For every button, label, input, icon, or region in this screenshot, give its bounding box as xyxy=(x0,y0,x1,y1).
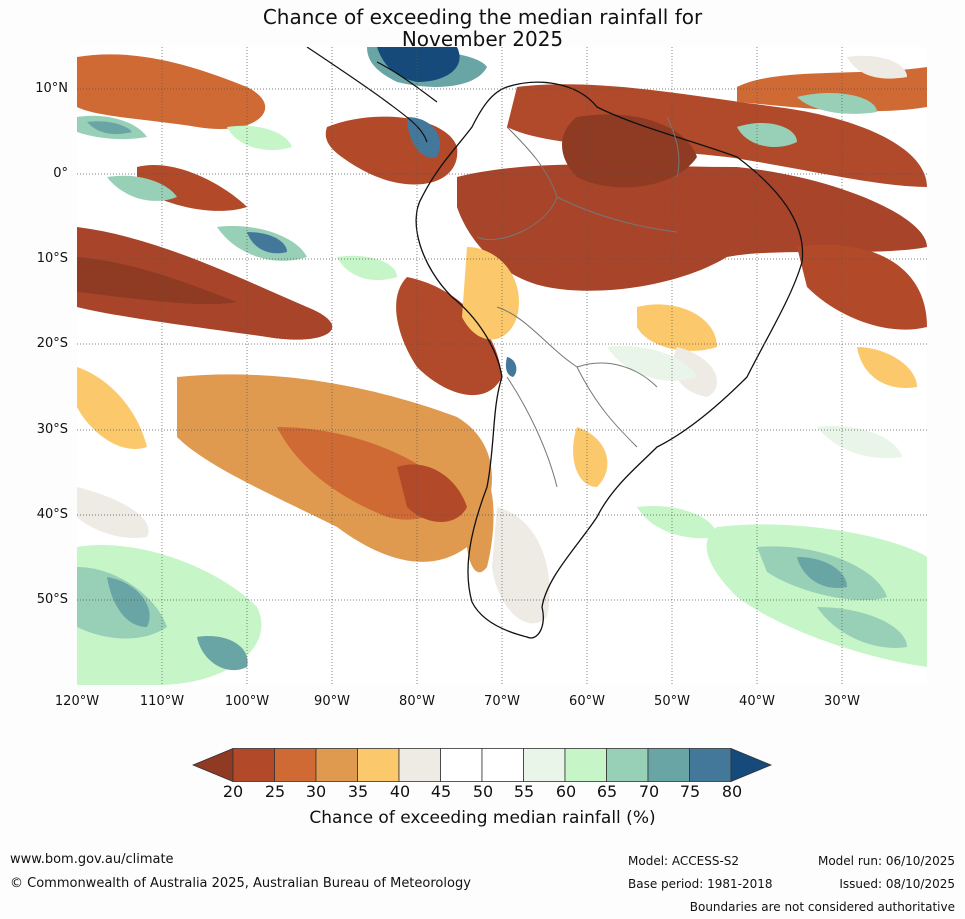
wet-anomaly-regions xyxy=(77,47,927,685)
lon-label-90w: 90°W xyxy=(314,694,350,709)
colorbar-tick-70: 70 xyxy=(638,782,660,801)
colorbar-bin xyxy=(481,748,524,782)
south-america-coastline xyxy=(415,81,804,639)
lon-label-110w: 110°W xyxy=(139,694,185,709)
lat-label-50s: 50°S xyxy=(36,592,68,607)
lon-label-120w: 120°W xyxy=(54,694,100,709)
lon-label-70w: 70°W xyxy=(484,694,520,709)
colorbar-title: Chance of exceeding median rainfall (%) xyxy=(309,808,656,828)
colorbar-bin xyxy=(564,748,607,782)
model-name: Model: ACCESS-S2 xyxy=(628,854,740,868)
lat-label-40s: 40°S xyxy=(36,507,68,522)
colorbar-bin xyxy=(357,748,400,782)
colorbar-tick-30: 30 xyxy=(305,782,327,801)
colorbar-tick-60: 60 xyxy=(555,782,577,801)
colorbar-tick-65: 65 xyxy=(596,782,618,801)
colorbar-bin xyxy=(315,748,358,782)
base-period: Base period: 1981-2018 xyxy=(628,877,773,891)
colorbar-tick-20: 20 xyxy=(222,782,244,801)
country-borders xyxy=(476,116,680,488)
colorbar-tick-75: 75 xyxy=(679,782,701,801)
rainfall-map xyxy=(77,47,927,685)
copyright-notice: © Commonwealth of Australia 2025, Austra… xyxy=(10,876,471,891)
lon-label-100w: 100°W xyxy=(224,694,270,709)
colorbar-tick-35: 35 xyxy=(347,782,369,801)
colorbar-bin xyxy=(647,748,690,782)
colorbar-tick-45: 45 xyxy=(430,782,452,801)
map-title-line1: Chance of exceeding the median rainfall … xyxy=(262,5,703,29)
colorbar-bin xyxy=(440,748,483,782)
colorbar-bin xyxy=(232,748,275,782)
lat-label-20s: 20°S xyxy=(36,336,68,351)
graticule xyxy=(77,47,927,685)
lon-label-40w: 40°W xyxy=(739,694,775,709)
colorbar-tick-80: 80 xyxy=(721,782,743,801)
issued-date: Issued: 08/10/2025 xyxy=(839,877,955,891)
bom-url[interactable]: www.bom.gov.au/climate xyxy=(10,852,174,867)
lat-label-10s: 10°S xyxy=(36,251,68,266)
colorbar-bin xyxy=(689,748,732,782)
colorbar-bin xyxy=(274,748,317,782)
lon-label-80w: 80°W xyxy=(399,694,435,709)
colorbar-tick-25: 25 xyxy=(264,782,286,801)
lat-label-30s: 30°S xyxy=(36,422,68,437)
map-canvas xyxy=(77,47,927,685)
map-title-line2: November 2025 xyxy=(401,27,564,51)
colorbar-tick-40: 40 xyxy=(389,782,411,801)
lat-label-10n: 10°N xyxy=(35,81,68,96)
colorbar-tick-50: 50 xyxy=(472,782,494,801)
colorbar-bin xyxy=(398,748,441,782)
neutral-regions xyxy=(77,55,907,624)
lon-label-60w: 60°W xyxy=(569,694,605,709)
lon-label-50w: 50°W xyxy=(654,694,690,709)
lat-label-0: 0° xyxy=(53,166,68,181)
boundary-disclaimer: Boundaries are not considered authoritat… xyxy=(689,900,955,914)
lon-label-30w: 30°W xyxy=(824,694,860,709)
colorbar xyxy=(192,748,773,782)
model-run-date: Model run: 06/10/2025 xyxy=(817,854,955,868)
colorbar-max-arrow xyxy=(730,748,773,782)
colorbar-bin xyxy=(523,748,566,782)
colorbar-min-arrow xyxy=(192,748,234,782)
colorbar-bin xyxy=(606,748,649,782)
colorbar-tick-55: 55 xyxy=(513,782,535,801)
central-america-coastline xyxy=(306,47,438,143)
